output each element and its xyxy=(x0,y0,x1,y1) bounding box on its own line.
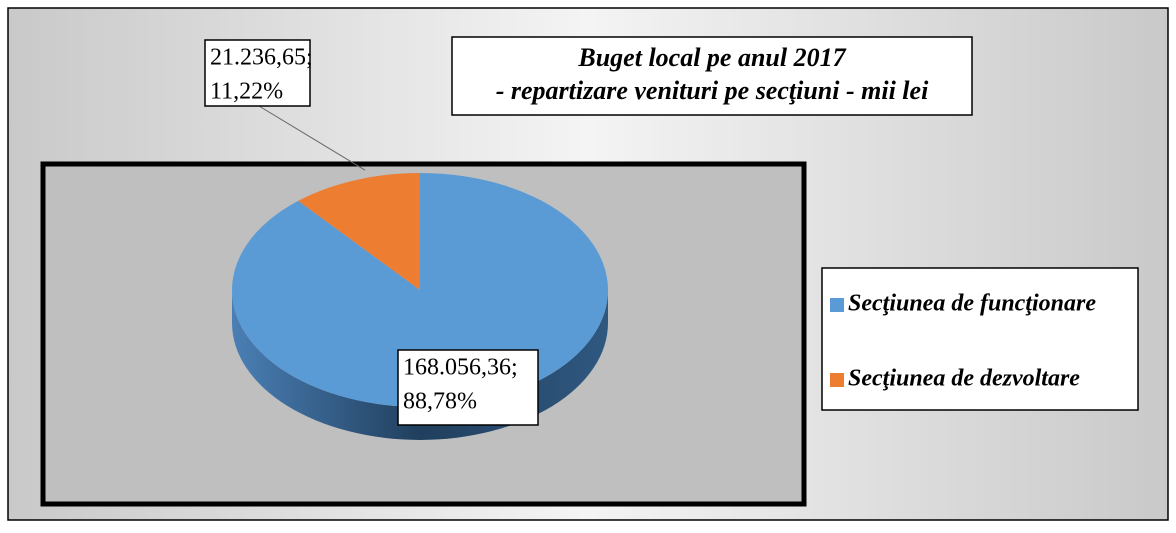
data-label: 11,22% xyxy=(210,79,283,105)
legend-label: Secţiunea de funcţionare xyxy=(848,291,1096,317)
chart-subtitle: - repartizare venituri pe secţiuni - mii… xyxy=(496,76,929,105)
legend-swatch xyxy=(830,373,844,387)
title-box xyxy=(451,36,973,116)
data-label-box xyxy=(204,39,311,107)
legend-label: Secţiunea de dezvoltare xyxy=(848,366,1080,392)
chart-title: Buget local pe anul 2017 xyxy=(577,43,846,72)
data-label: 21.236,65; xyxy=(210,45,313,71)
legend: Secţiunea de funcţionare Secţiunea de dez… xyxy=(830,291,1096,392)
leader-line xyxy=(258,105,366,171)
pie: 168.056,36; 88,78% 21.236,65; 11,22% xyxy=(204,39,609,440)
pie-slice xyxy=(298,173,420,290)
data-label-box xyxy=(397,349,539,426)
legend-box xyxy=(821,267,1139,411)
data-label: 168.056,36; xyxy=(403,355,518,381)
data-label: 88,78% xyxy=(403,389,477,415)
legend-swatch xyxy=(830,298,844,312)
